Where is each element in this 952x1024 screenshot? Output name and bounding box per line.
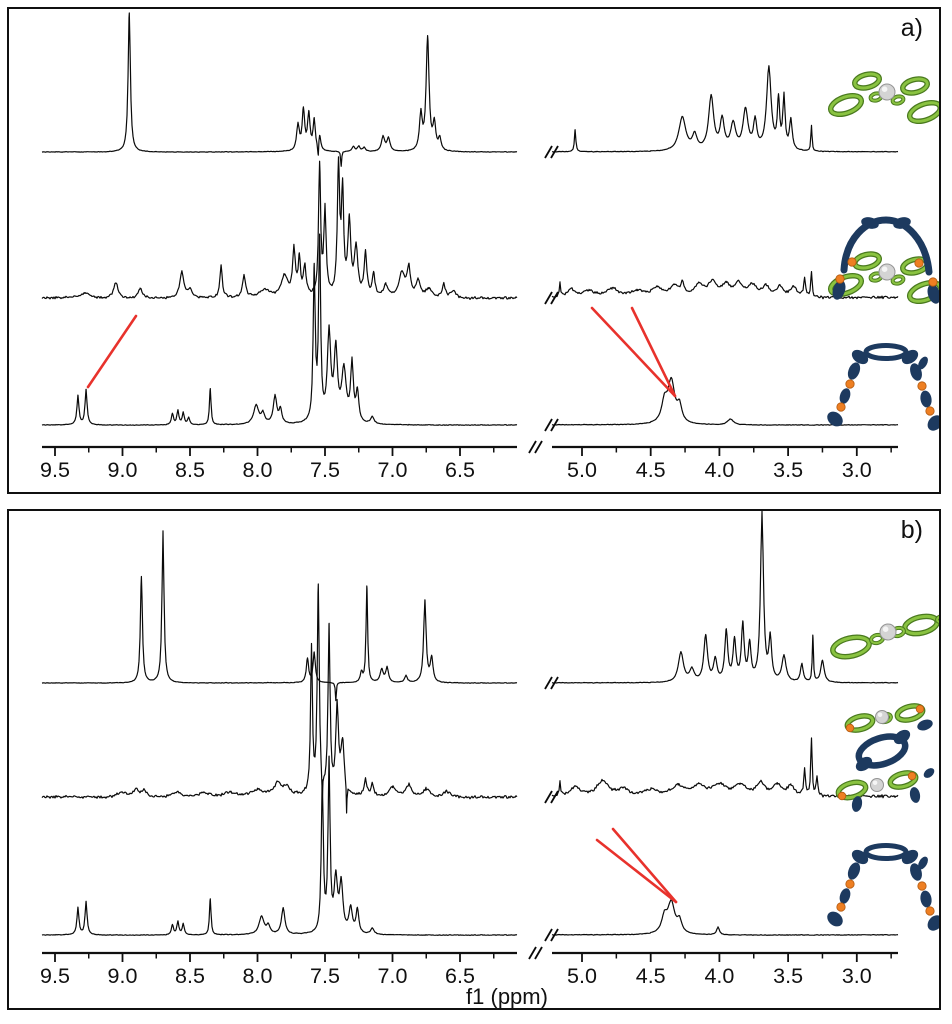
- x-axis-title: f1 (ppm): [466, 984, 548, 1008]
- trace-break-mark: [544, 928, 559, 942]
- x-tick-label: 8.5: [175, 458, 205, 482]
- panel-b-label: b): [900, 516, 923, 544]
- nmr-trace: [41, 233, 899, 426]
- x-tick-label: 6.5: [445, 964, 475, 988]
- x-tick-label: 9.0: [108, 458, 138, 482]
- trace-break-mark: [544, 676, 559, 690]
- x-tick-label: 5.0: [567, 964, 597, 988]
- x-tick-label: 6.5: [445, 458, 475, 482]
- nmr-spectrum-middle-mixture-adduct: [41, 156, 899, 305]
- molecule-icon-sandwich: [835, 703, 935, 812]
- correlation-lines: [595, 827, 678, 904]
- correlation-line: [630, 306, 677, 398]
- x-tick-label: 9.0: [108, 964, 138, 988]
- x-tick-label: 4.5: [636, 458, 666, 482]
- molecule-icon-linear2: [830, 613, 939, 660]
- nmr-trace: [41, 755, 899, 937]
- nmr-trace: [41, 12, 899, 167]
- x-tick-label: 3.5: [773, 964, 803, 988]
- x-tick-label: 7.0: [378, 964, 408, 988]
- nmr-trace: [41, 511, 899, 702]
- panel-a-plot: 9.5 9.0 8.5 8.0 7.5 7.0 6.5 5.0 4.5 4.0 3.5 3.0: [40, 12, 939, 482]
- correlation-lines: [86, 306, 677, 398]
- molecule-icon-tweezer: [827, 343, 939, 431]
- x-tick-label: 4.0: [704, 458, 734, 482]
- panel-a: 9.5 9.0 8.5 8.0 7.5 7.0 6.5 5.0 4.5 4.0 3.5 3.0 a): [7, 7, 941, 494]
- panel-a-label: a): [900, 14, 923, 42]
- x-tick-label: 3.5: [773, 458, 803, 482]
- nmr-trace: [41, 156, 899, 300]
- x-axis: 9.5 9.0 8.5 8.0 7.5 7.0 6.5 5.0 4.5 4.0 3.5 3.0: [40, 946, 898, 988]
- nmr-spectrum-top-free-green-ligand: [41, 511, 899, 702]
- trace-break-mark: [544, 291, 559, 305]
- x-tick-label: 3.0: [842, 458, 872, 482]
- molecule-icon-tweezer: [827, 843, 939, 931]
- axis-break-mark: [528, 440, 543, 454]
- molecule-icon-interlocked: [827, 216, 939, 305]
- nmr-spectrum-middle-mixture-sandwich: [41, 583, 899, 814]
- x-tick-label: 3.0: [842, 964, 872, 988]
- x-tick-label: 5.0: [567, 458, 597, 482]
- axis-break-mark: [528, 946, 543, 960]
- panel-b: 9.5 9.0 8.5 8.0 7.5 7.0 6.5 5.0 4.5 4.0 3.5 3.0 f1 (…: [7, 509, 941, 1010]
- correlation-line: [595, 838, 678, 904]
- x-tick-label: 7.0: [378, 458, 408, 482]
- nmr-spectrum-bottom-free-tweezer: [41, 233, 899, 432]
- correlation-line: [611, 827, 678, 904]
- trace-break-mark: [544, 145, 559, 159]
- x-tick-label: 8.5: [175, 964, 205, 988]
- x-tick-label: 9.5: [40, 964, 70, 988]
- x-tick-label: 7.5: [310, 964, 340, 988]
- x-axis: 9.5 9.0 8.5 8.0 7.5 7.0 6.5 5.0 4.5 4.0 3.5 3.0: [40, 440, 898, 482]
- nmr-spectrum-top-free-green-macrocycle: [41, 12, 899, 167]
- x-tick-label: 8.0: [243, 458, 273, 482]
- trace-break-mark: [544, 790, 559, 804]
- nmr-spectrum-bottom-free-tweezer: [41, 755, 899, 942]
- nmr-trace: [41, 583, 899, 814]
- x-tick-label: 7.5: [310, 458, 340, 482]
- x-tick-label: 4.5: [636, 964, 666, 988]
- trace-break-mark: [544, 418, 559, 432]
- panel-b-plot: 9.5 9.0 8.5 8.0 7.5 7.0 6.5 5.0 4.5 4.0 3.5 3.0 f1 (…: [40, 511, 939, 1008]
- molecule-icon-cross4: [827, 71, 939, 125]
- correlation-line: [86, 314, 138, 389]
- x-tick-label: 8.0: [243, 964, 273, 988]
- x-tick-label: 4.0: [704, 964, 734, 988]
- x-tick-label: 9.5: [40, 458, 70, 482]
- correlation-line: [590, 306, 677, 398]
